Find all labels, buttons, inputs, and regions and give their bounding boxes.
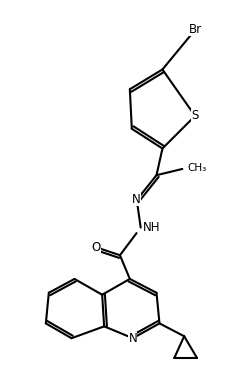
Text: N: N bbox=[128, 332, 137, 345]
Text: Br: Br bbox=[188, 23, 201, 36]
Text: CH₃: CH₃ bbox=[186, 163, 206, 173]
Text: NH: NH bbox=[142, 221, 159, 234]
Text: S: S bbox=[191, 109, 198, 122]
Text: O: O bbox=[91, 241, 100, 254]
Text: N: N bbox=[132, 193, 140, 206]
